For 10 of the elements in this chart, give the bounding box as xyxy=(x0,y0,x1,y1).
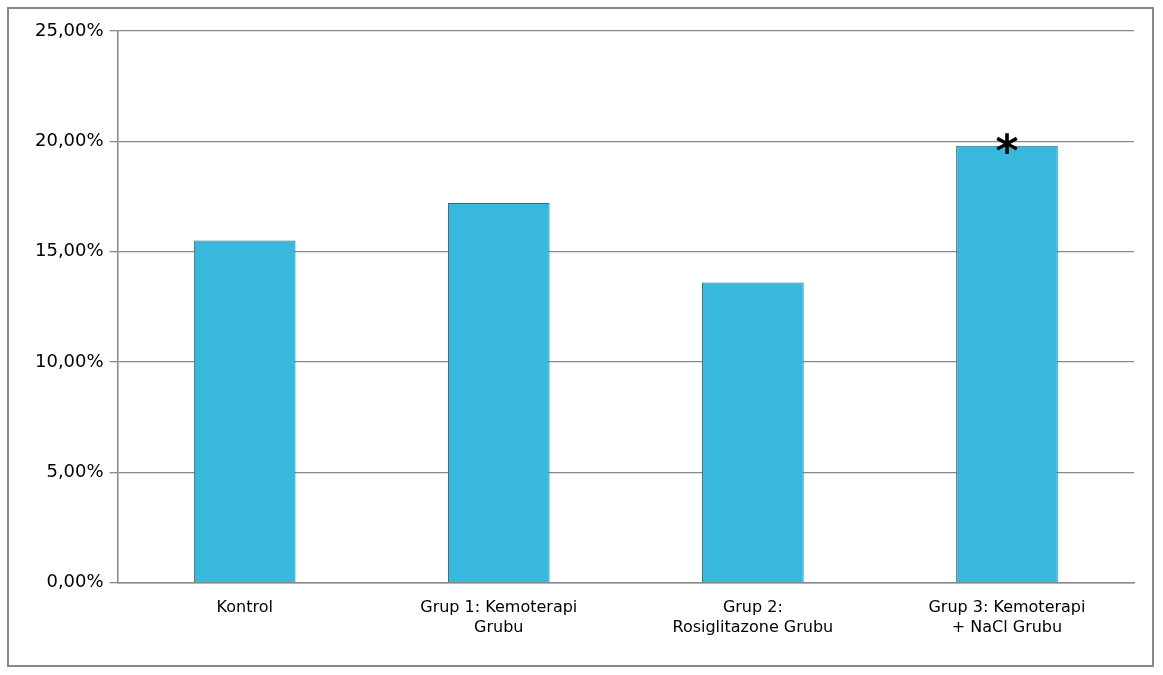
x-tick-label: Kontrol xyxy=(216,597,273,617)
y-tick-label: 0,00% xyxy=(46,570,104,592)
y-tick-label: 10,00% xyxy=(34,349,104,371)
y-tick-label: 20,00% xyxy=(34,128,104,150)
y-tick-label: 15,00% xyxy=(34,239,104,261)
x-tick-label: Grup 2: Rosiglitazone Grubu xyxy=(672,597,834,636)
y-tick-label: 25,00% xyxy=(34,18,104,40)
y-tick-label: 5,00% xyxy=(46,459,104,481)
x-tick-label: Grup 3: Kemoterapi + NaCl Grubu xyxy=(928,597,1086,636)
x-tick-label: Grup 1: Kemoterapi Grubu xyxy=(420,597,578,636)
